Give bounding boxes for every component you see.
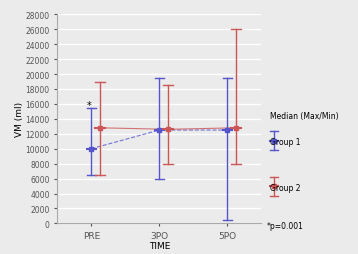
Text: Median (Max/Min): Median (Max/Min) xyxy=(270,112,339,121)
X-axis label: TIME: TIME xyxy=(149,242,170,250)
Text: *: * xyxy=(87,101,92,111)
Text: Group 1: Group 1 xyxy=(270,138,301,147)
Text: *p=0.001: *p=0.001 xyxy=(267,222,304,231)
Text: Group 2: Group 2 xyxy=(270,183,301,193)
Y-axis label: VM (ml): VM (ml) xyxy=(15,102,24,137)
